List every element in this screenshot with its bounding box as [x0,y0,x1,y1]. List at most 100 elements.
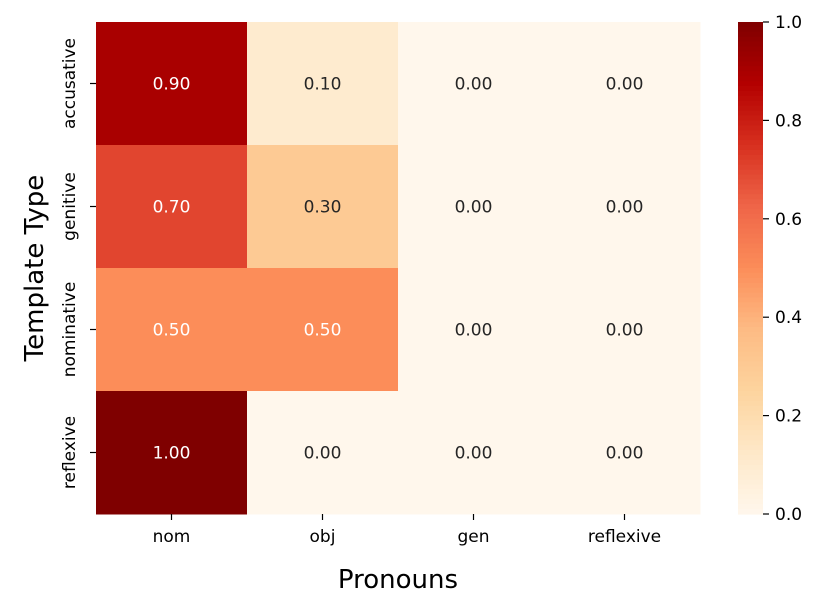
colorbar-segment [738,361,763,367]
cell-value-label: 0.00 [455,198,493,218]
cell-value-label: 0.00 [606,198,644,218]
heatmap-cell [549,268,701,392]
heatmap-cell [398,268,550,392]
colorbar-segment [738,459,763,466]
colorbar-segment [738,430,763,436]
colorbar-segment [738,302,763,308]
y-tick-label: genitive [60,172,80,241]
colorbar-segment [738,366,763,372]
colorbar-segment [738,371,763,377]
colorbar-segment [738,51,763,58]
colorbar-segment [738,22,763,28]
colorbar-segment [738,381,763,387]
heatmap-cell [398,145,550,269]
colorbar-segment [738,469,763,476]
heatmap-cell [96,268,248,392]
colorbar-tick-label: 0.6 [775,210,802,230]
heatmap-cell [398,22,550,146]
colorbar-segment [738,105,763,112]
colorbar-segment [738,425,763,431]
colorbar-segment [738,71,763,77]
colorbar-segment [738,130,763,136]
colorbar-segment [738,100,763,107]
cell-value-label: 0.00 [455,444,493,464]
colorbar-tick-label: 0.4 [775,308,802,328]
colorbar-segment [738,90,763,97]
cell-value-label: 0.90 [153,75,191,95]
colorbar-segment [738,400,763,407]
x-tick-label: nom [153,527,191,547]
heatmap-cell [96,22,248,146]
colorbar-segment [738,376,763,382]
colorbar-segment [738,204,763,210]
colorbar-segment [738,445,763,451]
colorbar-segment [738,174,763,181]
colorbar-segment [738,61,763,67]
cell-value-label: 0.00 [455,75,493,95]
colorbar-segment [738,154,763,161]
colorbar-segment [738,149,763,156]
colorbar-segment [738,415,763,422]
heatmap-cell [247,22,399,146]
colorbar-segment [738,135,763,141]
colorbar-segment [738,238,763,244]
colorbar-segment [738,125,763,131]
colorbar-segment [738,56,763,62]
colorbar-segment [738,312,763,318]
colorbar-segment [738,169,763,176]
colorbar-segment [738,213,763,220]
colorbar-tick-label: 1.0 [775,13,802,33]
heatmap-cell [96,391,248,515]
colorbar-segment [738,36,763,43]
colorbar-segment [738,46,763,53]
colorbar-segment [738,268,763,274]
colorbar-segment [738,341,763,348]
colorbar-segment [738,327,763,333]
colorbar-segment [738,509,763,515]
cell-value-label: 0.00 [606,321,644,341]
y-tick-label: accusative [60,38,80,129]
colorbar-segment [738,199,763,205]
colorbar-segment [738,391,763,397]
colorbar-tick-label: 0.2 [775,407,802,427]
colorbar-segment [738,248,763,254]
colorbar-segment [738,258,763,264]
colorbar-segment [738,159,763,166]
colorbar-segment [738,228,763,235]
colorbar-segment [738,110,763,117]
colorbar-segment [738,464,763,471]
x-tick-label: obj [310,527,336,547]
colorbar-segment [738,356,763,363]
colorbar-segment [738,277,763,284]
colorbar-segment [738,272,763,279]
heatmap-cell [96,145,248,269]
colorbar-segment [738,494,763,500]
colorbar-tick-label: 0.8 [775,111,802,131]
cell-value-label: 0.50 [153,321,191,341]
colorbar-segment [738,405,763,412]
colorbar-segment [738,253,763,259]
colorbar-segment [738,504,763,510]
cell-value-label: 0.00 [455,321,493,341]
x-axis-title: Pronouns [338,565,458,595]
colorbar-segment [738,484,763,490]
cell-value-label: 1.00 [153,444,191,464]
y-axis-title: Template Type [20,175,50,363]
colorbar-segment [738,287,763,294]
colorbar-segment [738,454,763,461]
cell-value-label: 0.10 [304,75,342,95]
colorbar-segment [738,499,763,505]
heatmap-cell [247,145,399,269]
colorbar-segment [738,194,763,200]
cell-value-label: 0.70 [153,198,191,218]
colorbar-segment [738,307,763,313]
colorbar-segment [738,164,763,171]
heatmap-cell [549,145,701,269]
cell-value-label: 0.00 [304,444,342,464]
colorbar-segment [738,420,763,427]
heatmap-cell [247,268,399,392]
colorbar-segment [738,31,763,38]
colorbar-segment [738,292,763,299]
